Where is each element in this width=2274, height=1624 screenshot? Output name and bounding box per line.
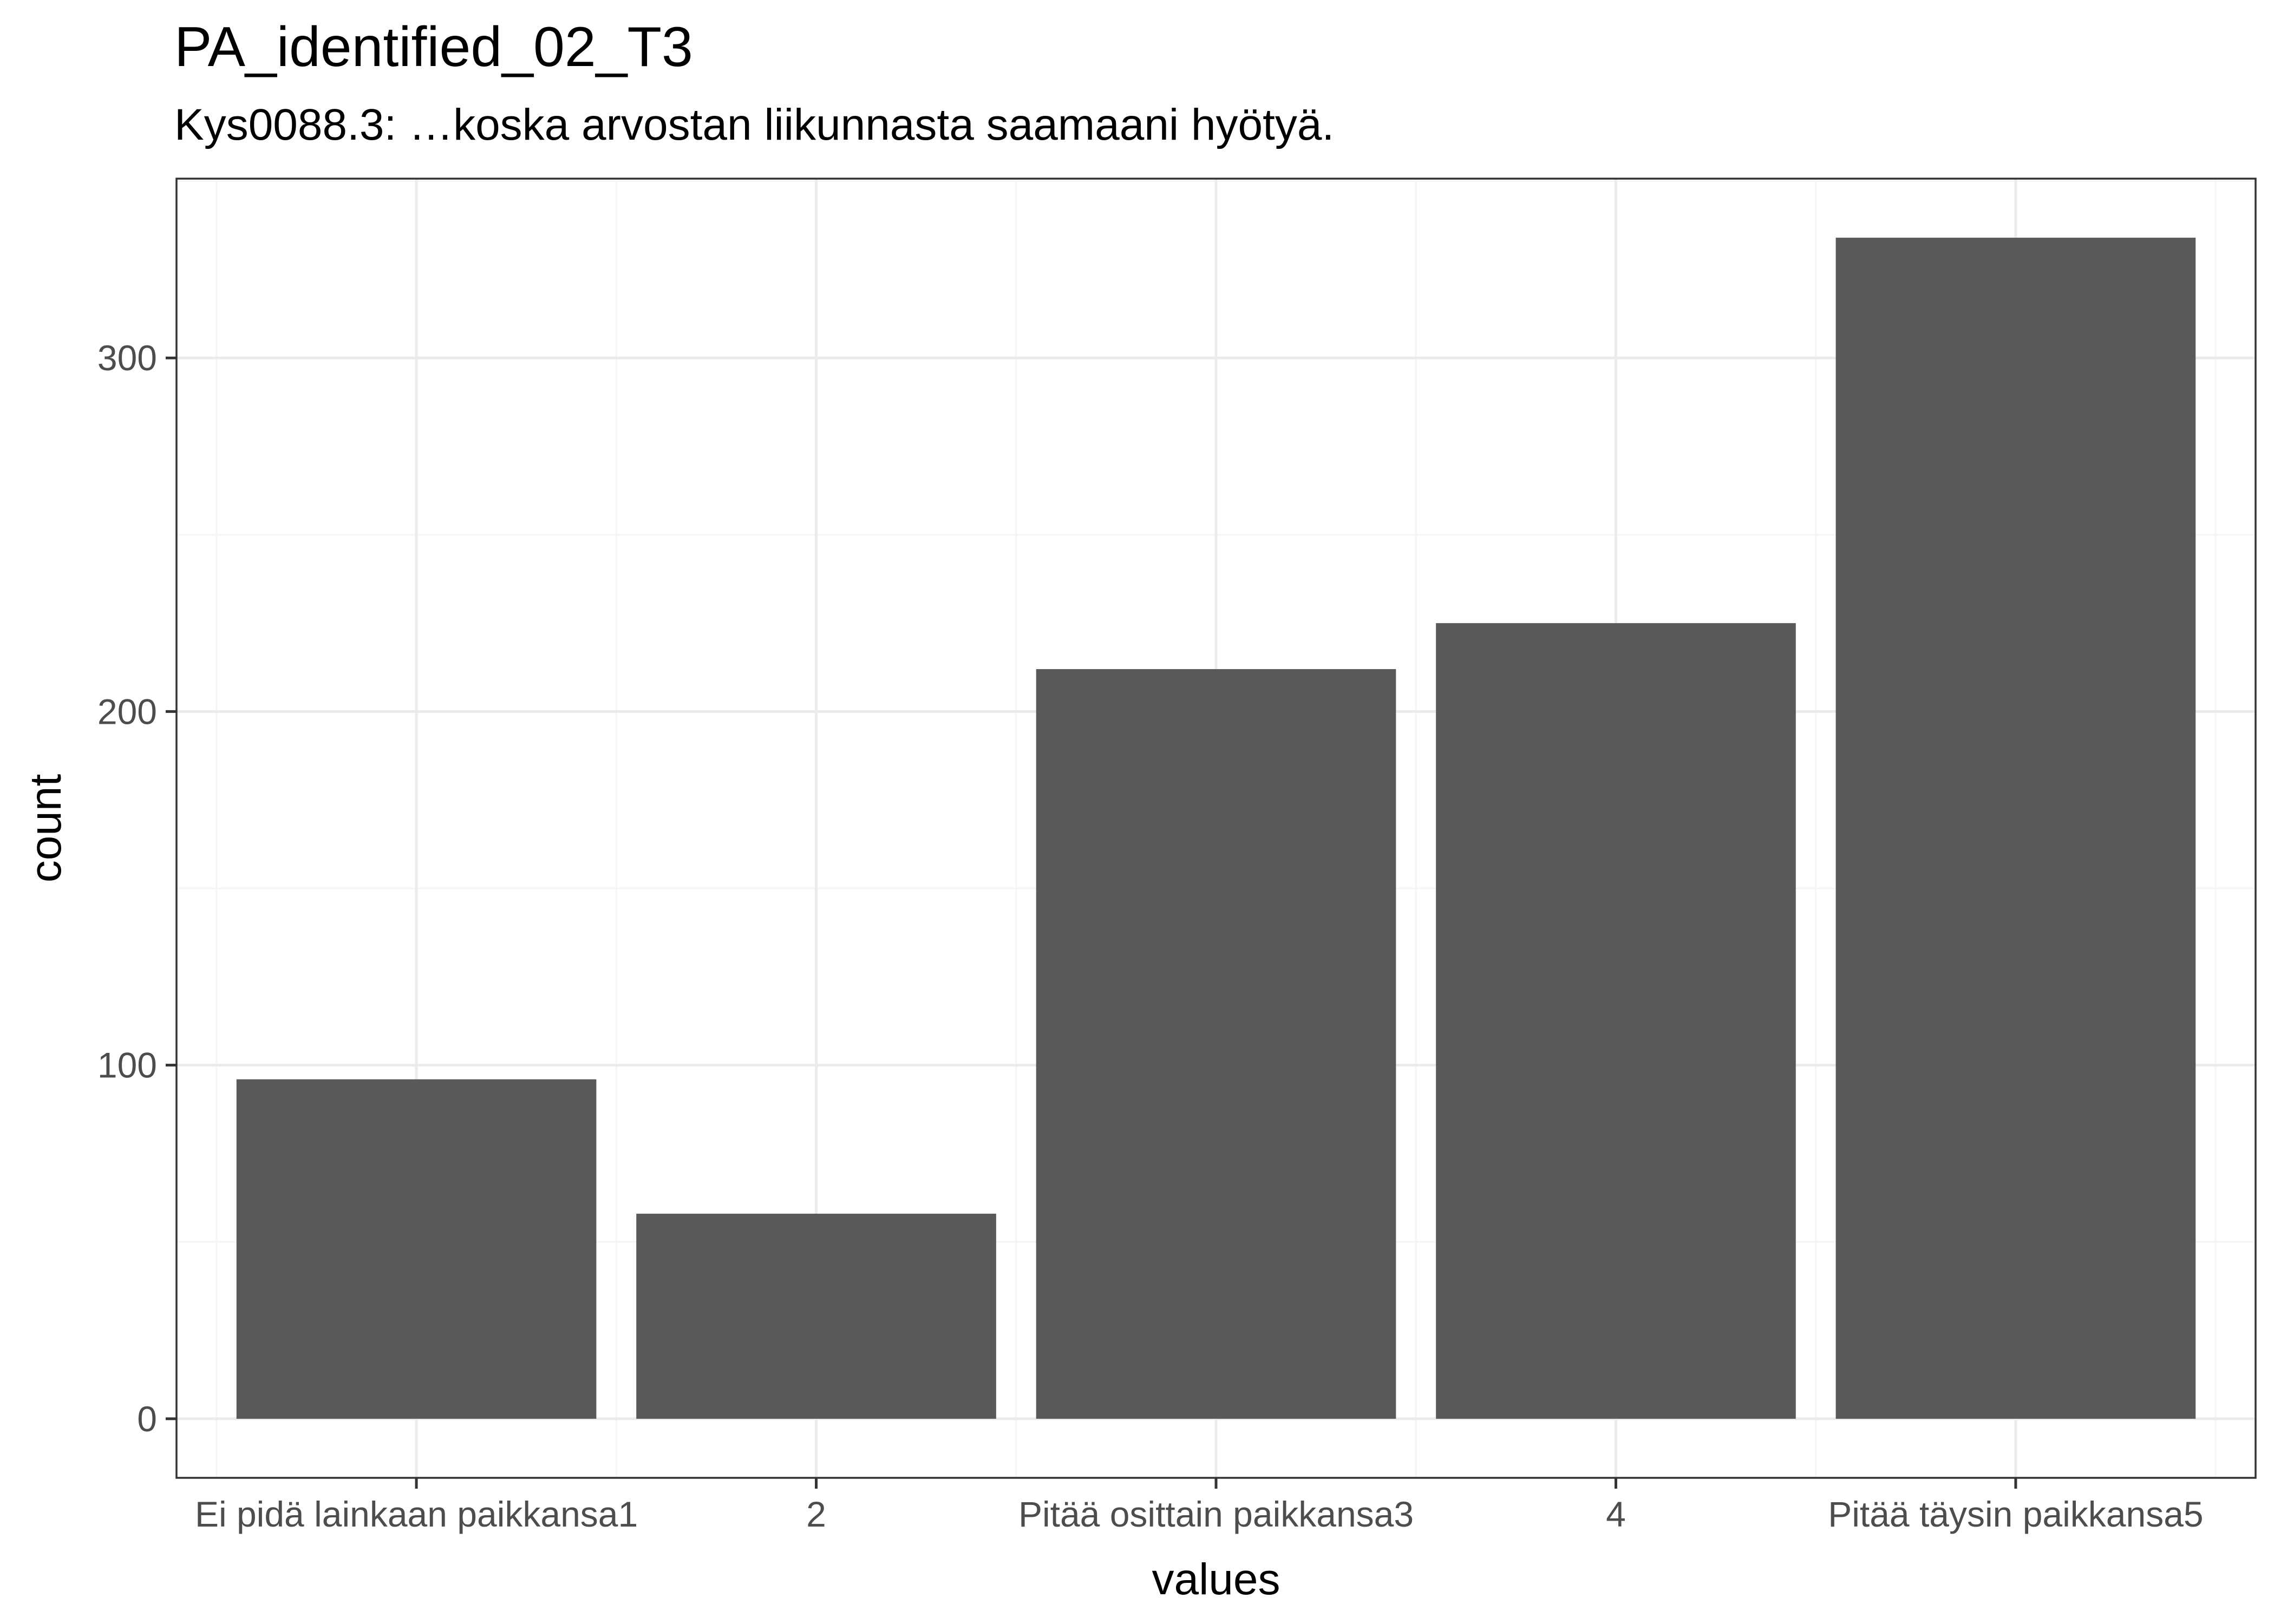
bar xyxy=(1036,669,1396,1419)
x-tick-label: Ei pidä lainkaan paikkansa1 xyxy=(195,1494,638,1534)
y-tick-label: 300 xyxy=(97,338,157,378)
bar xyxy=(236,1079,597,1419)
bar xyxy=(1436,623,1796,1419)
bar xyxy=(636,1214,996,1419)
x-axis-title: values xyxy=(1152,1555,1280,1604)
chart-title: PA_identified_02_T3 xyxy=(174,16,693,78)
bars xyxy=(236,238,2196,1419)
y-axis-title: count xyxy=(21,774,70,882)
x-tick-label: 2 xyxy=(806,1494,826,1534)
bar xyxy=(1835,238,2196,1419)
y-tick-label: 200 xyxy=(97,691,157,731)
chart-subtitle: Kys0088.3: …koska arvostan liikunnasta s… xyxy=(174,100,1334,149)
y-tick-label: 100 xyxy=(97,1045,157,1085)
x-axis: Ei pidä lainkaan paikkansa1 2 Pitää ositta… xyxy=(195,1478,2204,1534)
y-tick-label: 0 xyxy=(137,1399,157,1439)
x-tick-label: 4 xyxy=(1606,1494,1626,1534)
y-axis: 0 100 200 300 xyxy=(97,338,177,1439)
x-tick-label: Pitää osittain paikkansa3 xyxy=(1018,1494,1414,1534)
x-tick-label: Pitää täysin paikkansa5 xyxy=(1828,1494,2203,1534)
